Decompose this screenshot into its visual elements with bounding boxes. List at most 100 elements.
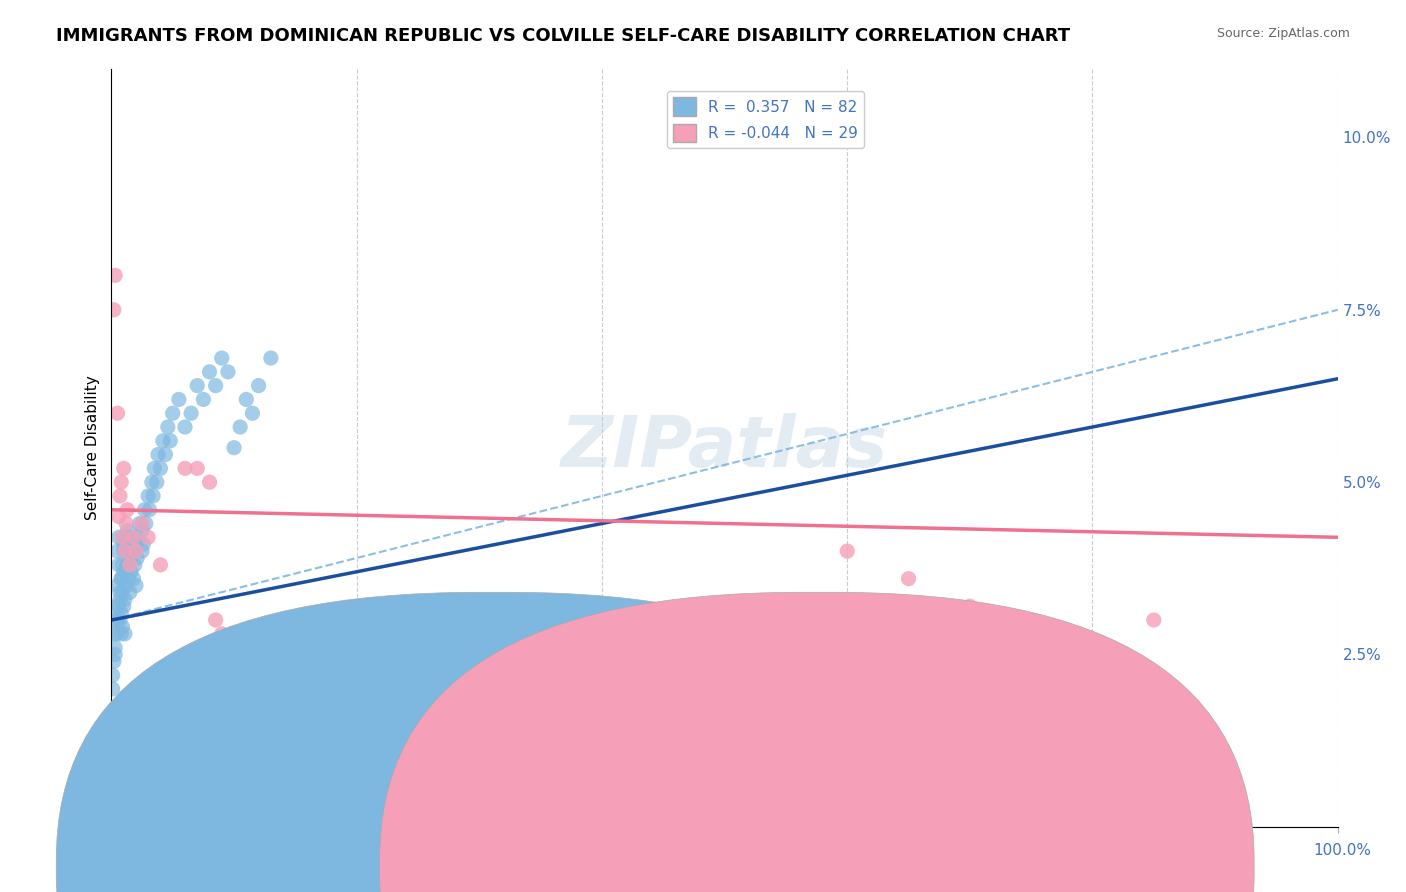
Point [128,516,150,531]
Point [132,537,155,551]
Point [111,558,134,572]
Point [103,613,125,627]
Point [101,681,124,696]
Point [242,406,264,420]
Point [127,551,149,566]
Point [112,599,135,614]
Point [112,544,135,558]
Point [108,613,131,627]
Point [136,489,159,503]
Point [152,434,174,448]
Point [110,627,132,641]
Point [111,530,134,544]
Point [108,585,131,599]
Point [117,502,139,516]
Point [167,392,190,407]
Point [174,420,197,434]
Point [155,448,177,462]
Point [110,572,132,586]
Point [105,599,128,614]
Point [107,558,129,572]
Point [146,448,169,462]
Point [131,524,153,538]
Point [118,558,141,572]
Point [146,475,169,490]
Point [134,502,156,516]
Point [107,544,129,558]
Point [107,613,129,627]
Point [117,572,139,586]
Text: Source: ZipAtlas.com: Source: ZipAtlas.com [1216,27,1350,40]
Y-axis label: Self-Care Disability: Self-Care Disability [86,376,100,520]
Point [1143,613,1166,627]
Point [193,392,215,407]
Text: Colville: Colville [837,860,887,874]
Point [121,544,143,558]
Point [125,537,148,551]
Point [114,592,136,607]
Point [107,530,129,544]
Point [104,751,127,765]
Point [125,544,148,558]
Text: ZIPatlas: ZIPatlas [561,413,889,483]
Point [180,406,202,420]
Point [107,599,129,614]
Point [186,378,208,392]
Text: 100.0%: 100.0% [1313,843,1372,858]
Point [211,627,233,641]
Point [897,572,920,586]
Point [118,585,141,599]
Text: IMMIGRANTS FROM DOMINICAN REPUBLIC VS COLVILLE SELF-CARE DISABILITY CORRELATION : IMMIGRANTS FROM DOMINICAN REPUBLIC VS CO… [56,27,1070,45]
Point [104,627,127,641]
Point [229,420,252,434]
Point [211,351,233,365]
Text: Immigrants from Dominican Republic: Immigrants from Dominican Republic [513,860,772,874]
Point [260,351,283,365]
Point [120,530,142,544]
Point [114,627,136,641]
Point [112,461,135,475]
Point [112,537,135,551]
Point [156,420,179,434]
Point [204,613,226,627]
Point [186,461,208,475]
Point [162,406,184,420]
Point [117,524,139,538]
Point [143,461,166,475]
Point [1081,654,1104,668]
Point [138,502,160,516]
Point [136,530,159,544]
Point [122,530,145,544]
Point [111,620,134,634]
Point [142,489,165,503]
Point [118,551,141,566]
Point [149,461,172,475]
Point [105,627,128,641]
Point [198,365,221,379]
Point [115,578,138,592]
Point [111,585,134,599]
Point [114,530,136,544]
Point [107,578,129,592]
Point [101,668,124,682]
Point [107,509,129,524]
Point [217,365,239,379]
Point [127,530,149,544]
Point [159,434,181,448]
Point [174,461,197,475]
Point [120,565,142,579]
Point [131,516,153,531]
Point [198,475,221,490]
Point [114,544,136,558]
Point [131,544,153,558]
Point [222,441,245,455]
Point [108,592,131,607]
Point [104,640,127,655]
Point [103,654,125,668]
Point [115,516,138,531]
Point [108,489,131,503]
Text: 0.0%: 0.0% [86,843,125,858]
Point [110,572,132,586]
Legend: R =  0.357   N = 82, R = -0.044   N = 29: R = 0.357 N = 82, R = -0.044 N = 29 [666,91,865,148]
Point [104,268,127,283]
